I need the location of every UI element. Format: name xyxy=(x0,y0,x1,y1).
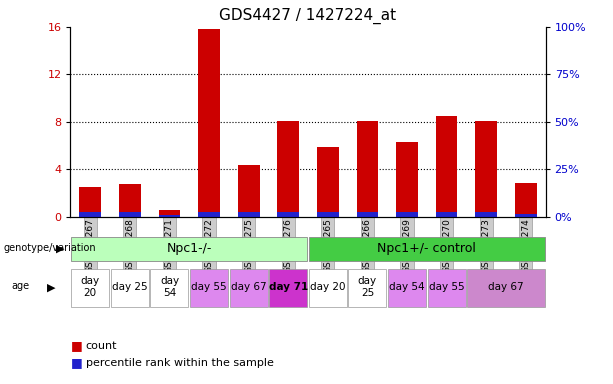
Bar xyxy=(396,212,418,217)
Text: day 67: day 67 xyxy=(231,282,267,292)
FancyBboxPatch shape xyxy=(71,269,109,307)
Bar xyxy=(317,212,339,217)
Bar xyxy=(159,210,180,217)
Bar xyxy=(80,187,101,217)
Text: age: age xyxy=(11,281,29,291)
FancyBboxPatch shape xyxy=(309,269,347,307)
Bar xyxy=(238,165,259,217)
Bar xyxy=(357,212,378,217)
Text: ■: ■ xyxy=(70,356,82,369)
Bar xyxy=(515,214,536,217)
Text: day 71: day 71 xyxy=(268,282,308,292)
Text: day 55: day 55 xyxy=(428,282,465,292)
Bar xyxy=(475,212,497,217)
Text: day 67: day 67 xyxy=(488,282,524,292)
Bar xyxy=(198,212,220,217)
Text: ▶: ▶ xyxy=(47,282,55,292)
FancyBboxPatch shape xyxy=(71,237,307,261)
Text: percentile rank within the sample: percentile rank within the sample xyxy=(86,358,273,368)
FancyBboxPatch shape xyxy=(309,237,545,261)
Bar xyxy=(436,116,457,217)
Text: count: count xyxy=(86,341,117,351)
Title: GDS4427 / 1427224_at: GDS4427 / 1427224_at xyxy=(219,8,397,24)
Bar xyxy=(475,121,497,217)
Bar xyxy=(396,142,418,217)
Bar xyxy=(198,29,220,217)
Text: Npc1+/- control: Npc1+/- control xyxy=(378,242,476,255)
FancyBboxPatch shape xyxy=(269,269,307,307)
Bar xyxy=(80,212,101,217)
Text: day
25: day 25 xyxy=(358,276,377,298)
Text: genotype/variation: genotype/variation xyxy=(3,243,96,253)
Text: ■: ■ xyxy=(70,339,82,352)
Bar xyxy=(119,184,141,217)
Text: day 25: day 25 xyxy=(112,282,148,292)
Bar xyxy=(119,212,141,217)
FancyBboxPatch shape xyxy=(150,269,188,307)
Bar xyxy=(357,121,378,217)
Text: day 20: day 20 xyxy=(310,282,346,292)
Bar xyxy=(277,121,299,217)
Bar xyxy=(159,215,180,217)
FancyBboxPatch shape xyxy=(428,269,466,307)
Bar xyxy=(515,182,536,217)
FancyBboxPatch shape xyxy=(348,269,386,307)
Bar xyxy=(238,212,259,217)
Text: day
54: day 54 xyxy=(160,276,179,298)
FancyBboxPatch shape xyxy=(111,269,149,307)
Bar xyxy=(436,212,457,217)
Text: day
20: day 20 xyxy=(81,276,100,298)
Text: Npc1-/-: Npc1-/- xyxy=(167,242,212,255)
Text: ▶: ▶ xyxy=(56,244,64,254)
FancyBboxPatch shape xyxy=(230,269,268,307)
Bar xyxy=(277,212,299,217)
FancyBboxPatch shape xyxy=(190,269,228,307)
FancyBboxPatch shape xyxy=(467,269,545,307)
FancyBboxPatch shape xyxy=(388,269,426,307)
Text: day 54: day 54 xyxy=(389,282,425,292)
Bar xyxy=(317,147,339,217)
Text: day 55: day 55 xyxy=(191,282,227,292)
